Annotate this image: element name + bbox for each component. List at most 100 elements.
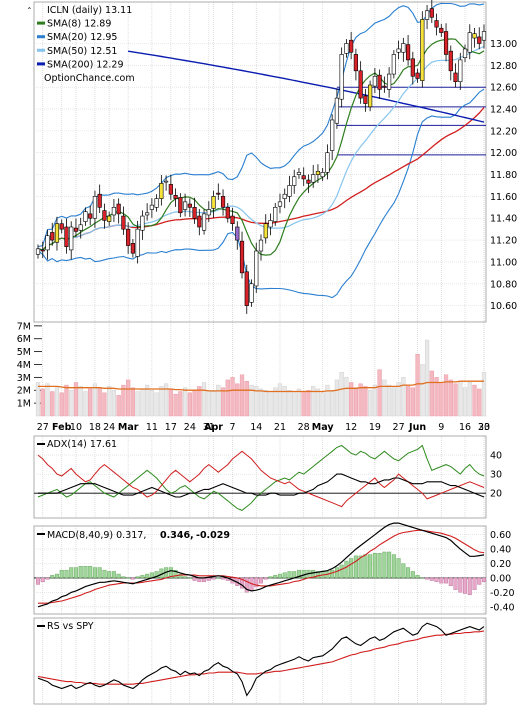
macd-histogram-bar: [154, 571, 159, 579]
price-tick-label: 11.40: [490, 214, 517, 225]
rs-line: [37, 622, 485, 697]
volume-bar: [358, 383, 363, 417]
macd-histogram-bar: [240, 577, 245, 589]
macd-histogram-bar: [477, 577, 482, 585]
candle-body: [73, 227, 79, 232]
x-tick-label: 17: [165, 422, 177, 433]
volume-bar: [178, 391, 183, 417]
x-tick-label: 11: [146, 422, 158, 433]
macd-histogram-bar: [410, 571, 415, 579]
macd-histogram-bar: [453, 577, 458, 590]
volume-tick-label: 7M: [17, 321, 31, 332]
macd-histogram-bar: [273, 575, 278, 579]
macd-tick-label: -0.20: [490, 588, 515, 599]
volume-bar: [173, 393, 178, 417]
price-tick-label: 10.60: [490, 301, 517, 312]
volume-bar: [88, 388, 93, 417]
candle-body: [230, 215, 235, 225]
volume-bar: [64, 384, 69, 417]
volume-bar: [182, 387, 188, 417]
candle-body: [292, 176, 297, 186]
macd-histogram-bar: [387, 551, 392, 579]
candle-body: [258, 239, 264, 252]
volume-bar: [111, 390, 117, 417]
sma20-line: [37, 45, 485, 251]
volume-tick-label: 5M: [17, 347, 31, 358]
candle-body: [135, 228, 140, 257]
price-tick-label: 11.80: [490, 170, 517, 181]
macd-histogram-bar: [482, 577, 487, 583]
volume-bar: [462, 387, 468, 417]
candle-body: [277, 201, 283, 207]
candle-body: [107, 215, 112, 222]
volume-bar: [363, 386, 368, 417]
volume-bar: [334, 379, 340, 417]
x-tick-label: 9: [438, 422, 444, 433]
volume-bar: [164, 383, 169, 417]
candle-body: [349, 39, 354, 53]
candle-body: [453, 72, 458, 83]
macd-histogram-bar: [221, 577, 226, 580]
candle-body: [306, 179, 311, 184]
volume-bar: [168, 388, 173, 417]
volume-tick-label: 3M: [17, 373, 31, 384]
macd-histogram-bar: [92, 567, 97, 579]
candle-body: [235, 226, 240, 241]
candle-body: [467, 32, 472, 53]
volume-bar: [145, 384, 150, 417]
x-tick-label: Jun: [408, 422, 426, 433]
candle-body: [45, 235, 50, 251]
macd-histogram-bar: [268, 576, 273, 579]
minus-di-line: [37, 450, 485, 508]
volume-bar: [211, 391, 216, 417]
candle-body: [434, 20, 439, 28]
legend-entry: ICLN (daily) 13.11: [47, 5, 132, 16]
macd-histogram-bar: [254, 577, 259, 588]
macd-histogram-bar: [78, 566, 83, 579]
volume-bar: [73, 382, 79, 417]
volume-bar: [235, 383, 240, 417]
candle-body: [424, 10, 430, 20]
macd-histogram-bar: [349, 558, 354, 579]
candle-body: [458, 59, 463, 83]
macd-histogram-bar: [45, 577, 50, 580]
candle-body: [439, 27, 444, 33]
candle-body: [102, 210, 107, 221]
volume-bar: [258, 388, 264, 417]
legend-entry: SMA(50) 12.51: [47, 46, 117, 57]
candle-body: [334, 97, 340, 124]
adx-line: [38, 473, 485, 498]
volume-bar: [477, 388, 482, 417]
macd-histogram-bar: [315, 571, 320, 579]
legend-swatch: [37, 35, 45, 39]
candle-body: [140, 215, 145, 231]
volume-bar: [50, 391, 55, 417]
rs-legend: RS vs SPY: [47, 621, 94, 632]
volume-bar: [225, 379, 230, 417]
candle-body: [59, 223, 64, 230]
legend-entry: SMA(8) 12.89: [47, 19, 111, 30]
x-tick-label: 14: [250, 422, 262, 433]
candle-body: [396, 48, 401, 53]
macd-histogram-bar: [111, 571, 116, 579]
candle-body: [244, 271, 249, 306]
candle-body: [121, 215, 126, 230]
x-tick-label: 24: [103, 422, 115, 433]
volume-bar: [116, 395, 121, 417]
candle-body: [149, 204, 154, 210]
candle-body: [116, 203, 121, 215]
candle-body: [164, 180, 169, 183]
macd-histogram-bar: [168, 567, 173, 579]
volume-bar: [472, 384, 477, 417]
candle-body: [472, 33, 477, 39]
candle-body: [273, 207, 278, 222]
macd-histogram-bar: [135, 576, 140, 579]
volume-bar: [396, 382, 401, 417]
macd-tick-label: 0.40: [490, 545, 511, 556]
macd-histogram-bar: [206, 577, 211, 581]
volume-bar: [467, 382, 472, 417]
macd-histogram-bar: [434, 577, 439, 583]
macd-histogram-bar: [130, 577, 135, 580]
volume-bar: [59, 392, 64, 417]
macd-histogram-bar: [64, 569, 69, 579]
